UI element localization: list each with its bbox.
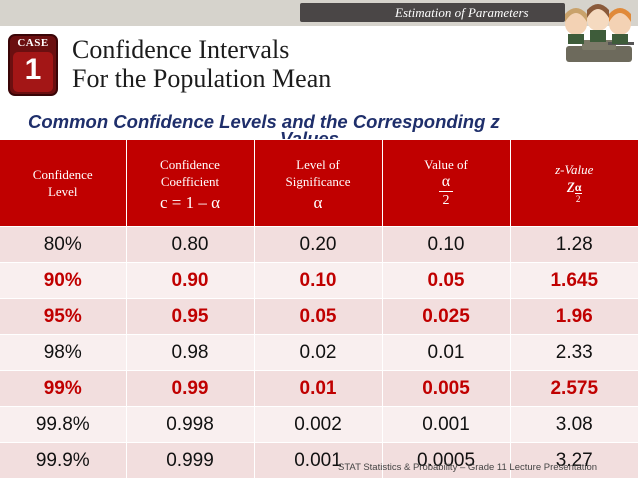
header-value-of-alpha-half: Value of α 2: [382, 140, 511, 227]
cell-z-value: 2.33: [510, 334, 638, 371]
cell-confidence-level: 99.9%: [0, 442, 127, 478]
cell-confidence-level: 80%: [0, 226, 127, 263]
cell-z-value: 3.08: [510, 406, 638, 443]
header-level-of-significance: Level of Significance α: [254, 140, 383, 227]
cell-z-value: 2.575: [510, 370, 638, 407]
cell-significance: 0.01: [254, 370, 383, 407]
cell-significance: 0.05: [254, 298, 383, 335]
footer-text: STAT Statistics & Probability – Grade 11…: [338, 462, 598, 473]
cell-z-value: 3.27: [510, 442, 638, 478]
section-label-strip: [300, 3, 565, 22]
cell-confidence-level: 99.8%: [0, 406, 127, 443]
cell-significance: 0.10: [254, 262, 383, 299]
section-label: Estimation of Parameters: [395, 5, 529, 20]
cell-confidence-coefficient: 0.90: [126, 262, 255, 299]
table-row: 99.8% 0.998 0.002 0.001 3.08: [0, 406, 638, 443]
cell-confidence-level: 98%: [0, 334, 127, 371]
table-subtitle-continuation: Values: [280, 131, 339, 139]
cell-alpha-half: 0.10: [382, 226, 511, 263]
header-confidence-level: Confidence Level: [0, 140, 127, 227]
cell-significance: 0.002: [254, 406, 383, 443]
cell-confidence-coefficient: 0.80: [126, 226, 255, 263]
cell-alpha-half: 0.0005: [382, 442, 511, 478]
case-badge-icon: [8, 34, 58, 96]
cell-confidence-level: 99%: [0, 370, 127, 407]
confidence-table: Confidence Level Confidence Coefficient …: [0, 140, 638, 478]
cell-alpha-half: 0.025: [382, 298, 511, 335]
cell-confidence-coefficient: 0.998: [126, 406, 255, 443]
alpha-over-two: α 2: [438, 173, 454, 210]
cell-confidence-level: 95%: [0, 298, 127, 335]
cell-confidence-level: 90%: [0, 262, 127, 299]
table-header-row: Confidence Level Confidence Coefficient …: [0, 140, 638, 227]
table-row: 80% 0.80 0.20 0.10 1.28: [0, 226, 638, 263]
cell-confidence-coefficient: 0.98: [126, 334, 255, 371]
cell-significance: 0.20: [254, 226, 383, 263]
cell-alpha-half: 0.001: [382, 406, 511, 443]
cell-significance: 0.02: [254, 334, 383, 371]
header-confidence-coefficient: Confidence Coefficient c = 1 – α: [126, 140, 255, 227]
table-row: 99% 0.99 0.01 0.005 2.575: [0, 370, 638, 407]
table-row: 95% 0.95 0.05 0.025 1.96: [0, 298, 638, 335]
cell-alpha-half: 0.01: [382, 334, 511, 371]
table-row: 98% 0.98 0.02 0.01 2.33: [0, 334, 638, 371]
page-title-line1: Confidence Intervals: [72, 35, 290, 64]
cell-alpha-half: 0.05: [382, 262, 511, 299]
page-title-line2: For the Population Mean: [72, 64, 332, 93]
case-number: 1: [24, 53, 42, 86]
table-row: 90% 0.90 0.10 0.05 1.645: [0, 262, 638, 299]
top-header-bar: Estimation of Parameters: [0, 0, 638, 26]
case-label: CASE: [17, 37, 49, 49]
cell-confidence-coefficient: 0.999: [126, 442, 255, 478]
cell-confidence-coefficient: 0.95: [126, 298, 255, 335]
cell-significance: 0.001: [254, 442, 383, 478]
cell-z-value: 1.645: [510, 262, 638, 299]
cell-alpha-half: 0.005: [382, 370, 511, 407]
cell-z-value: 1.28: [510, 226, 638, 263]
table-row: 99.9% 0.999 0.001 0.0005 3.27: [0, 442, 638, 478]
table-subtitle: Common Confidence Levels and the Corresp…: [28, 111, 500, 132]
cell-confidence-coefficient: 0.99: [126, 370, 255, 407]
cell-z-value: 1.96: [510, 298, 638, 335]
character-mascots-image: [565, 4, 634, 62]
